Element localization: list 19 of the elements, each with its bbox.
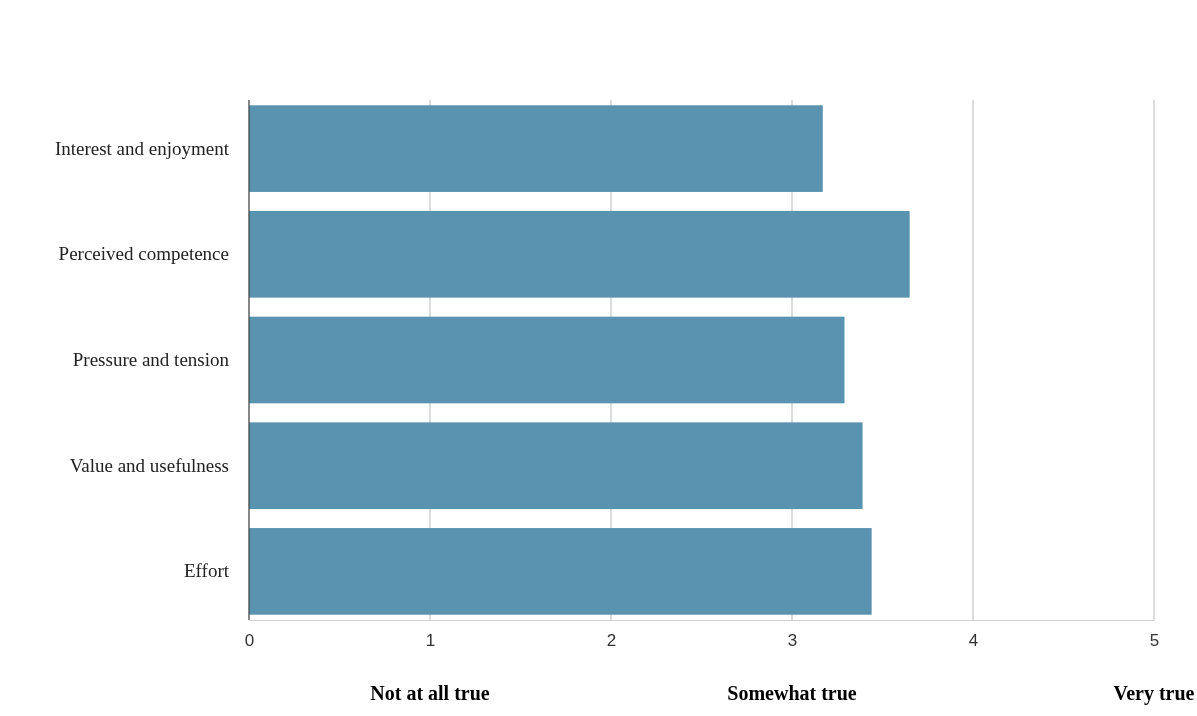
x-tick-label: 1 bbox=[425, 631, 436, 651]
bar bbox=[249, 316, 845, 404]
x-tick-label: 4 bbox=[968, 631, 979, 651]
y-tick-label: Value and usefulness bbox=[69, 454, 229, 476]
y-tick-label: Pressure and tension bbox=[72, 349, 230, 371]
bar bbox=[249, 105, 823, 192]
bar bbox=[249, 422, 863, 510]
x-tick-label: 2 bbox=[606, 631, 617, 651]
x-tick-label: 3 bbox=[787, 631, 798, 651]
text: Somewhat true bbox=[727, 682, 857, 704]
x-tick-label: 5 bbox=[1149, 631, 1160, 651]
x-tick-label: 0 bbox=[244, 631, 255, 651]
text: Not at all true bbox=[370, 682, 490, 704]
y-tick-label: Effort bbox=[183, 560, 230, 582]
y-tick-label: Perceived competence bbox=[58, 243, 229, 265]
text: Very true bbox=[1113, 682, 1195, 705]
y-tick-label: Interest and enjoyment bbox=[54, 137, 230, 159]
bar bbox=[249, 210, 910, 298]
bar bbox=[249, 528, 872, 615]
